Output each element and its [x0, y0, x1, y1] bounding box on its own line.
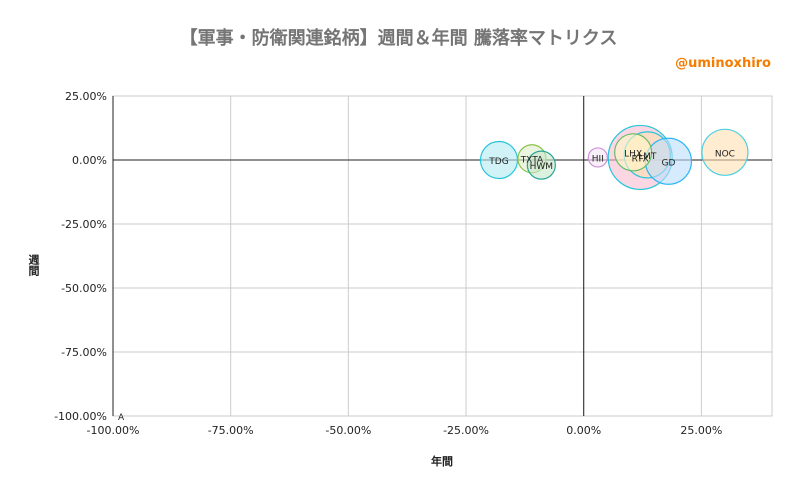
bubble-lhx	[614, 133, 653, 172]
y-tick-label: 0.00%	[72, 154, 107, 167]
bubble-label-noc: NOC	[715, 149, 735, 159]
bubble-hii	[587, 147, 608, 168]
y-tick-label: -25.00%	[61, 218, 107, 231]
y-tick-label: -75.00%	[61, 346, 107, 359]
y-axis-label: 週間	[27, 254, 40, 276]
bubble-label-tdg: TDG	[488, 157, 508, 167]
bubble-hwm	[526, 150, 556, 180]
x-tick-label: 25.00%	[680, 424, 722, 437]
x-tick-label: -75.00%	[208, 424, 254, 437]
bubble-noc	[701, 128, 749, 176]
x-axis-label: 年間	[431, 455, 453, 468]
y-tick-label: -100.00%	[54, 410, 107, 423]
bubble-label-txta: TXTA	[520, 156, 544, 166]
y-tick-label: 25.00%	[65, 90, 107, 103]
x-tick-label: -100.00%	[87, 424, 140, 437]
bubble-label-a: A	[118, 413, 125, 423]
bubble-label-lmt: LMT	[638, 152, 657, 162]
x-tick-label: -25.00%	[443, 424, 489, 437]
x-tick-label: 0.00%	[566, 424, 601, 437]
y-tick-label: -50.00%	[61, 282, 107, 295]
bubble-label-hwm: HWM	[530, 162, 553, 172]
bubble-label-rtx: RTX	[632, 154, 649, 164]
bubble-label-gd: GD	[661, 158, 675, 168]
bubble-label-hii: HII	[592, 154, 604, 164]
author-credit: @uminoxhiro	[675, 56, 771, 71]
bubble-label-lhx: LHX	[624, 149, 642, 159]
chart-title: 【軍事・防衛関連銘柄】週間＆年間 騰落率マトリクス	[179, 28, 618, 49]
x-tick-label: -50.00%	[325, 424, 371, 437]
